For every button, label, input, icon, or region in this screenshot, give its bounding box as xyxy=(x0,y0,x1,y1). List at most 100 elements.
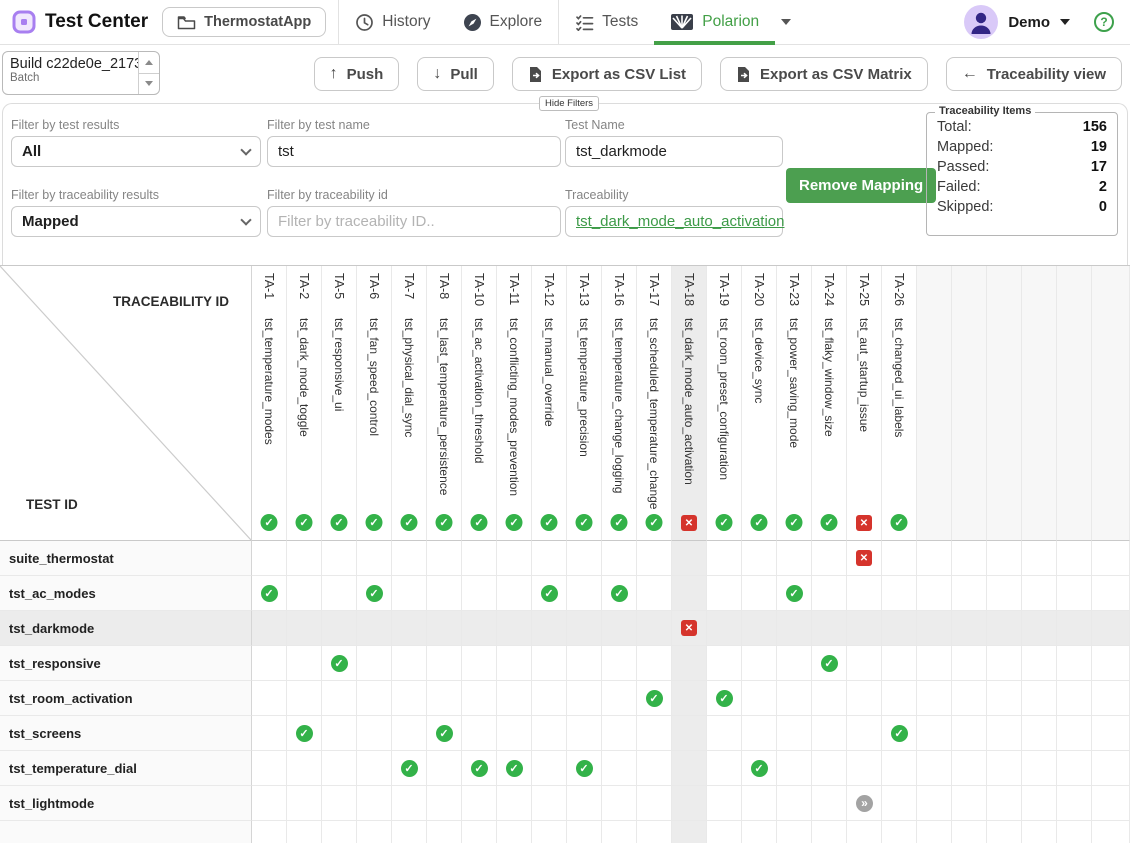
matrix-cell[interactable] xyxy=(497,611,532,646)
test-name-input[interactable] xyxy=(565,136,783,167)
traceability-link[interactable]: tst_dark_mode_auto_activation xyxy=(576,213,785,230)
traceability-view-button[interactable]: ← Traceability view xyxy=(945,57,1122,91)
matrix-cell[interactable] xyxy=(707,786,742,821)
matrix-cell[interactable] xyxy=(602,751,637,786)
build-spinner-down[interactable] xyxy=(139,72,159,95)
matrix-cell[interactable] xyxy=(462,716,497,751)
matrix-row-label-tst_temperature_dial[interactable]: tst_temperature_dial xyxy=(0,751,252,786)
matrix-cell[interactable] xyxy=(1057,821,1092,843)
matrix-cell[interactable] xyxy=(1057,576,1092,611)
matrix-column-header-TA-7[interactable]: TA-7 tst_physical_dial_sync ✓ xyxy=(392,266,427,541)
matrix-cell[interactable] xyxy=(287,786,322,821)
matrix-cell[interactable]: ✕ xyxy=(672,611,707,646)
matrix-cell[interactable] xyxy=(427,646,462,681)
matrix-cell[interactable] xyxy=(952,611,987,646)
matrix-cell[interactable] xyxy=(1092,681,1130,716)
matrix-cell[interactable] xyxy=(882,681,917,716)
matrix-cell[interactable]: ✓ xyxy=(322,646,357,681)
matrix-cell[interactable] xyxy=(497,821,532,843)
matrix-cell[interactable] xyxy=(1057,541,1092,576)
matrix-cell[interactable] xyxy=(637,646,672,681)
matrix-cell[interactable] xyxy=(1022,751,1057,786)
matrix-cell[interactable] xyxy=(1022,611,1057,646)
matrix-cell[interactable]: ✓ xyxy=(742,751,777,786)
matrix-cell[interactable] xyxy=(602,716,637,751)
matrix-cell[interactable] xyxy=(917,821,952,843)
matrix-cell[interactable] xyxy=(917,646,952,681)
matrix-cell[interactable] xyxy=(1092,821,1130,843)
matrix-cell[interactable] xyxy=(987,821,1022,843)
push-button[interactable]: ↑ Push xyxy=(313,57,400,91)
matrix-cell[interactable] xyxy=(322,786,357,821)
matrix-cell[interactable] xyxy=(1022,821,1057,843)
matrix-row-label-tst_screens[interactable]: tst_screens xyxy=(0,716,252,751)
matrix-cell[interactable] xyxy=(392,541,427,576)
matrix-cell[interactable] xyxy=(672,576,707,611)
matrix-cell[interactable] xyxy=(987,541,1022,576)
matrix-cell[interactable] xyxy=(847,576,882,611)
matrix-cell[interactable] xyxy=(567,821,602,843)
matrix-cell[interactable] xyxy=(987,576,1022,611)
remove-mapping-button[interactable]: Remove Mapping xyxy=(786,168,937,203)
matrix-cell[interactable] xyxy=(532,646,567,681)
matrix-row-label-tst_responsive[interactable]: tst_responsive xyxy=(0,646,252,681)
matrix-cell[interactable] xyxy=(847,821,882,843)
matrix-cell[interactable] xyxy=(917,576,952,611)
matrix-cell[interactable] xyxy=(287,751,322,786)
matrix-cell[interactable] xyxy=(637,786,672,821)
matrix-cell[interactable]: ✓ xyxy=(497,751,532,786)
matrix-cell[interactable] xyxy=(322,716,357,751)
matrix-cell[interactable] xyxy=(952,576,987,611)
hide-filters-toggle[interactable]: Hide Filters xyxy=(539,96,600,111)
matrix-cell[interactable] xyxy=(742,541,777,576)
matrix-cell[interactable] xyxy=(322,611,357,646)
matrix-cell[interactable] xyxy=(392,646,427,681)
matrix-cell[interactable] xyxy=(532,681,567,716)
matrix-cell[interactable] xyxy=(602,541,637,576)
matrix-cell[interactable] xyxy=(1057,681,1092,716)
matrix-cell[interactable] xyxy=(357,611,392,646)
test-results-select[interactable]: All xyxy=(11,136,261,167)
matrix-cell[interactable] xyxy=(882,611,917,646)
matrix-column-header-TA-26[interactable]: TA-26 tst_changed_ui_labels ✓ xyxy=(882,266,917,541)
matrix-cell[interactable]: ✓ xyxy=(707,681,742,716)
export-csv-list-button[interactable]: Export as CSV List xyxy=(511,57,703,91)
matrix-cell[interactable] xyxy=(602,646,637,681)
matrix-cell[interactable]: ✓ xyxy=(777,576,812,611)
traceability-results-select[interactable]: Mapped xyxy=(11,206,261,237)
matrix-cell[interactable] xyxy=(427,821,462,843)
polarion-menu-toggle[interactable] xyxy=(775,0,807,45)
matrix-cell[interactable] xyxy=(882,786,917,821)
matrix-column-header-TA-16[interactable]: TA-16 tst_temperature_change_logging ✓ xyxy=(602,266,637,541)
matrix-cell[interactable] xyxy=(917,716,952,751)
matrix-cell[interactable] xyxy=(567,786,602,821)
matrix-cell[interactable]: ✕ xyxy=(847,541,882,576)
matrix-column-header-TA-11[interactable]: TA-11 tst_conflicting_modes_prevention ✓ xyxy=(497,266,532,541)
matrix-cell[interactable] xyxy=(987,611,1022,646)
matrix-cell[interactable] xyxy=(427,786,462,821)
matrix-cell[interactable] xyxy=(532,786,567,821)
matrix-cell[interactable] xyxy=(952,541,987,576)
traceability-field[interactable]: tst_dark_mode_auto_activation xyxy=(565,206,785,237)
matrix-cell[interactable] xyxy=(707,751,742,786)
nav-item-tests[interactable]: Tests xyxy=(559,0,654,45)
pull-button[interactable]: ↓ Pull xyxy=(417,57,494,91)
matrix-cell[interactable] xyxy=(392,821,427,843)
matrix-row-label-tst_ac_modes[interactable]: tst_ac_modes xyxy=(0,576,252,611)
matrix-cell[interactable] xyxy=(322,751,357,786)
matrix-cell[interactable] xyxy=(707,576,742,611)
matrix-cell[interactable] xyxy=(357,646,392,681)
matrix-cell[interactable] xyxy=(952,786,987,821)
matrix-cell[interactable] xyxy=(672,681,707,716)
matrix-cell[interactable] xyxy=(252,681,287,716)
matrix-column-header-TA-18[interactable]: TA-18 tst_dark_mode_auto_activation ✕ xyxy=(672,266,707,541)
matrix-cell[interactable] xyxy=(1092,646,1130,681)
help-icon[interactable]: ? xyxy=(1094,12,1114,32)
matrix-cell[interactable] xyxy=(252,821,287,843)
matrix-cell[interactable] xyxy=(637,611,672,646)
matrix-cell[interactable] xyxy=(742,611,777,646)
matrix-cell[interactable] xyxy=(287,576,322,611)
user-name[interactable]: Demo xyxy=(1008,13,1050,31)
matrix-column-header-TA-8[interactable]: TA-8 tst_last_temperature_persistence ✓ xyxy=(427,266,462,541)
matrix-cell[interactable] xyxy=(707,716,742,751)
